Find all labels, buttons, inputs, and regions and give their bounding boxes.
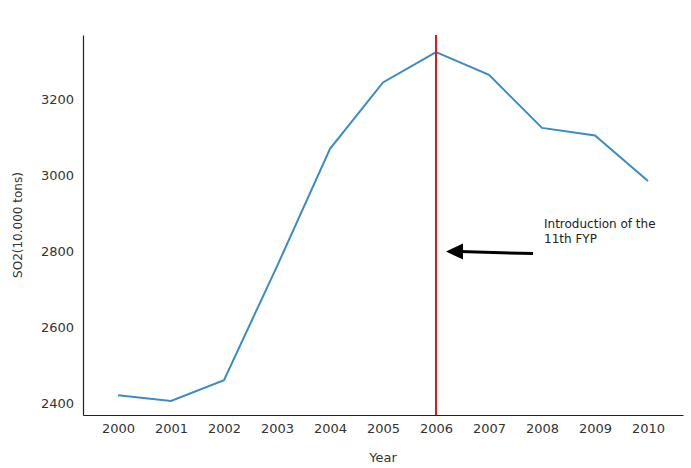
- arrow-head: [446, 244, 463, 260]
- y-tick-label: 2800: [41, 244, 74, 259]
- annotation-line: 11th FYP: [544, 232, 597, 246]
- x-tick: 2010: [632, 415, 665, 436]
- annotation: Introduction of the11th FYP: [544, 217, 656, 246]
- x-tick: 2000: [102, 415, 135, 436]
- x-tick-label: 2002: [208, 421, 241, 436]
- y-axis-line: [83, 36, 84, 416]
- y-tick: 3000: [41, 168, 83, 183]
- x-tick: 2007: [473, 415, 506, 436]
- y-tick-label: 3000: [41, 168, 74, 183]
- annotation-line: Introduction of the: [544, 217, 656, 231]
- x-axis-title: Year: [368, 450, 397, 465]
- x-tick-label: 2000: [102, 421, 135, 436]
- x-axis-line: [84, 415, 684, 416]
- x-tick: 2001: [155, 415, 188, 436]
- arrow-shaft: [460, 252, 533, 254]
- y-tick: 2800: [41, 244, 83, 259]
- x-tick: 2004: [314, 415, 347, 436]
- y-axis-title: SO2(10.000 tons): [11, 172, 25, 278]
- x-tick: 2008: [526, 415, 559, 436]
- x-tick-label: 2009: [579, 421, 612, 436]
- y-tick-label: 2400: [41, 396, 74, 411]
- x-tick: 2006: [420, 415, 453, 436]
- y-tick-label: 2600: [41, 320, 74, 335]
- x-tick-label: 2005: [367, 421, 400, 436]
- x-axis: 2000 2001 2002 2003 2004 2005 2006 2007 2008 2009…: [84, 415, 684, 436]
- y-tick: 2600: [41, 320, 83, 335]
- x-tick-label: 2010: [632, 421, 665, 436]
- x-tick-label: 2006: [420, 421, 453, 436]
- x-tick-label: 2003: [261, 421, 294, 436]
- chart: 2000 2001 2002 2003 2004 2005 2006 2007 2008 2009…: [0, 0, 691, 468]
- x-tick-label: 2004: [314, 421, 347, 436]
- x-tick: 2002: [208, 415, 241, 436]
- x-tick-label: 2008: [526, 421, 559, 436]
- x-tick: 2009: [579, 415, 612, 436]
- reference-line: [435, 35, 437, 415]
- y-axis: 2400 2600 2800 3000 3200: [41, 36, 84, 416]
- x-tick-label: 2001: [155, 421, 188, 436]
- y-tick: 3200: [41, 92, 83, 107]
- annotation-arrow: [446, 244, 533, 260]
- y-tick: 2400: [41, 396, 83, 411]
- x-tick-label: 2007: [473, 421, 506, 436]
- x-tick: 2003: [261, 415, 294, 436]
- y-tick-label: 3200: [41, 92, 74, 107]
- x-tick: 2005: [367, 415, 400, 436]
